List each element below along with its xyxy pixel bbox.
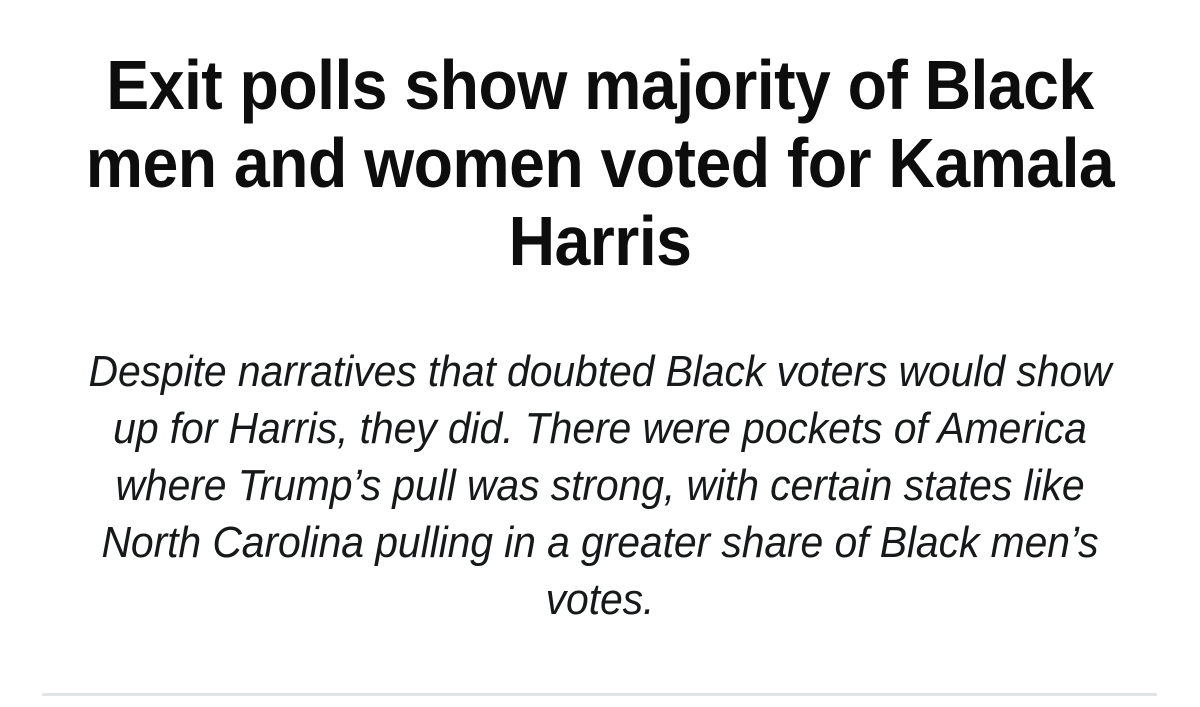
page-title: Exit polls show majority of Black men an…	[85, 46, 1115, 280]
section-divider	[42, 693, 1157, 696]
article-standfirst: Despite narratives that doubted Black vo…	[88, 347, 1112, 624]
